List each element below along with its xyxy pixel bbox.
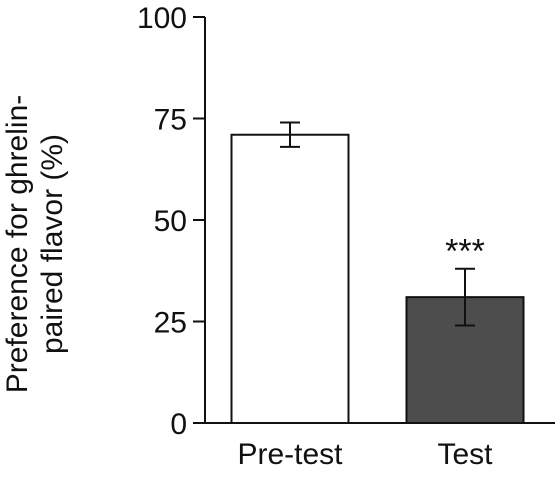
- bar-pre-test: [230, 133, 350, 425]
- y-axis: 0 25 50 75 100: [137, 2, 206, 441]
- y-tick-label: 25: [154, 307, 187, 340]
- y-tick-label: 50: [154, 205, 187, 238]
- x-category-label: Pre-test: [237, 438, 343, 471]
- y-axis-title-line-2: paired flavor (%): [36, 134, 69, 354]
- significance-marker: ***: [445, 233, 485, 271]
- y-tick-label: 75: [154, 104, 187, 137]
- y-tick-label: 100: [137, 2, 187, 35]
- x-axis: Pre-test Test: [205, 422, 555, 471]
- y-tick-label: 0: [170, 408, 187, 441]
- x-category-label: Test: [437, 438, 493, 471]
- y-axis-title: Preference for ghrelin- paired flavor (%…: [1, 95, 69, 393]
- bars-group: ***: [230, 121, 525, 425]
- y-axis-title-line-1: Preference for ghrelin-: [1, 95, 34, 393]
